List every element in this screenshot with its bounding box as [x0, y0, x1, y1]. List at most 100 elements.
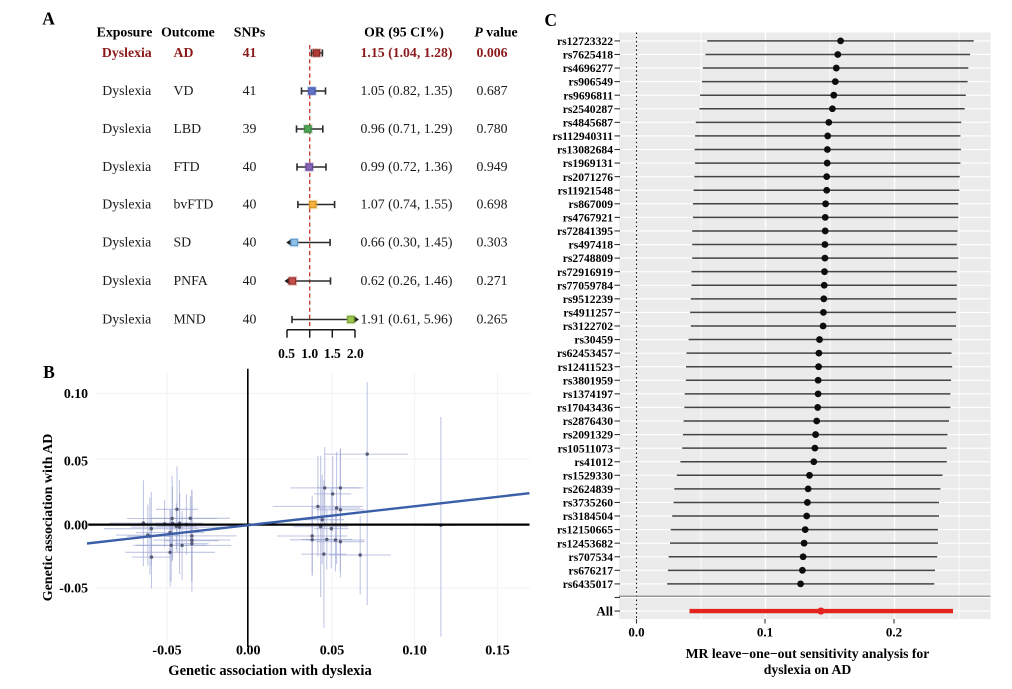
svg-text:PNFA: PNFA: [174, 273, 208, 288]
svg-text:rs62453457: rs62453457: [557, 347, 613, 360]
svg-text:Dyslexia: Dyslexia: [102, 311, 151, 326]
svg-text:rs3122702: rs3122702: [563, 320, 613, 333]
svg-text:1.15 (1.04, 1.28): 1.15 (1.04, 1.28): [361, 45, 453, 61]
svg-text:Outcome: Outcome: [161, 24, 215, 39]
svg-text:rs72916919: rs72916919: [557, 266, 613, 279]
svg-text:rs2748809: rs2748809: [563, 252, 613, 265]
svg-text:rs112940311: rs112940311: [552, 130, 613, 143]
svg-text:39: 39: [243, 121, 257, 136]
svg-text:0.1: 0.1: [757, 625, 773, 640]
svg-text:0.265: 0.265: [476, 311, 507, 326]
svg-text:0.00: 0.00: [64, 517, 88, 532]
svg-text:rs30459: rs30459: [574, 334, 613, 347]
svg-text:rs1969131: rs1969131: [563, 157, 613, 170]
svg-text:rs12453682: rs12453682: [557, 537, 613, 550]
svg-text:0.780: 0.780: [476, 121, 507, 136]
svg-text:Dyslexia: Dyslexia: [102, 159, 151, 174]
svg-text:1.0: 1.0: [301, 346, 318, 361]
svg-text:0.96 (0.71, 1.29): 0.96 (0.71, 1.29): [361, 121, 453, 137]
svg-text:40: 40: [243, 273, 257, 288]
svg-text:0.00: 0.00: [236, 643, 261, 658]
svg-text:MND: MND: [174, 311, 206, 326]
svg-text:rs13082684: rs13082684: [557, 144, 613, 157]
svg-text:All: All: [596, 603, 613, 618]
svg-text:rs41012: rs41012: [574, 456, 613, 469]
svg-text:-0.05: -0.05: [59, 581, 88, 596]
svg-text:1.07 (0.74, 1.55): 1.07 (0.74, 1.55): [361, 196, 453, 212]
svg-text:rs1529330: rs1529330: [563, 469, 613, 482]
svg-text:rs497418: rs497418: [569, 239, 614, 252]
svg-text:rs7625418: rs7625418: [563, 49, 613, 62]
svg-text:rs3184504: rs3184504: [563, 510, 613, 523]
svg-text:VD: VD: [174, 83, 194, 98]
svg-text:dyslexia on AD: dyslexia on AD: [764, 662, 852, 677]
svg-text:0.271: 0.271: [476, 273, 507, 288]
svg-text:41: 41: [243, 45, 257, 60]
svg-text:rs77059784: rs77059784: [557, 279, 613, 292]
svg-text:0.2: 0.2: [886, 625, 902, 640]
svg-text:0.949: 0.949: [476, 159, 507, 174]
svg-text:AD: AD: [174, 45, 194, 60]
svg-text:Dyslexia: Dyslexia: [102, 234, 151, 249]
svg-text:Genetic association with AD: Genetic association with AD: [41, 434, 56, 602]
svg-text:Genetic association with dysle: Genetic association with dyslexia: [168, 663, 372, 679]
svg-text:rs11921548: rs11921548: [558, 184, 614, 197]
svg-text:rs4696277: rs4696277: [563, 62, 613, 75]
svg-text:rs6435017: rs6435017: [563, 578, 613, 591]
svg-text:rs906549: rs906549: [569, 76, 614, 89]
svg-text:40: 40: [243, 196, 257, 211]
svg-text:rs4767921: rs4767921: [563, 211, 613, 224]
svg-text:rs4845687: rs4845687: [563, 116, 613, 129]
svg-text:rs72841395: rs72841395: [557, 225, 613, 238]
svg-text:0.05: 0.05: [64, 454, 88, 469]
svg-text:MR leave−one−out sensitivity a: MR leave−one−out sensitivity analysis fo…: [686, 646, 930, 661]
svg-text:Exposure: Exposure: [97, 24, 153, 39]
svg-text:-0.05: -0.05: [152, 643, 181, 658]
svg-text:40: 40: [243, 159, 257, 174]
svg-text:0.99 (0.72, 1.36): 0.99 (0.72, 1.36): [361, 159, 453, 175]
svg-text:0.006: 0.006: [476, 45, 507, 60]
svg-text:0.10: 0.10: [64, 386, 88, 401]
svg-text:Dyslexia: Dyslexia: [102, 45, 152, 60]
svg-text:Dyslexia: Dyslexia: [102, 83, 151, 98]
svg-text:2.0: 2.0: [347, 346, 364, 361]
svg-text:rs9696811: rs9696811: [563, 89, 613, 102]
svg-text:rs17043436: rs17043436: [557, 402, 613, 415]
svg-text:0.62 (0.26, 1.46): 0.62 (0.26, 1.46): [361, 273, 453, 289]
svg-text:0.15: 0.15: [485, 643, 510, 658]
svg-text:A: A: [42, 8, 55, 28]
svg-text:rs2876430: rs2876430: [563, 415, 613, 428]
svg-text:0.0: 0.0: [628, 625, 644, 640]
svg-text:FTD: FTD: [174, 159, 200, 174]
svg-text:1.91 (0.61, 5.96): 1.91 (0.61, 5.96): [361, 311, 453, 327]
svg-text:rs4911257: rs4911257: [563, 307, 613, 320]
svg-text:OR (95 CI%): OR (95 CI%): [364, 24, 444, 40]
svg-text:C: C: [544, 10, 557, 30]
svg-text:0.66 (0.30, 1.45): 0.66 (0.30, 1.45): [361, 234, 453, 250]
svg-text:40: 40: [243, 311, 257, 326]
svg-text:bvFTD: bvFTD: [174, 196, 214, 211]
svg-text:SD: SD: [174, 234, 192, 249]
svg-text:Dyslexia: Dyslexia: [102, 273, 151, 288]
svg-text:rs9512239: rs9512239: [563, 293, 613, 306]
svg-text:B: B: [43, 362, 55, 382]
svg-text:1.05 (0.82, 1.35): 1.05 (0.82, 1.35): [361, 83, 453, 99]
svg-text:rs2091329: rs2091329: [563, 429, 613, 442]
svg-text:rs676217: rs676217: [569, 564, 614, 577]
svg-text:rs707534: rs707534: [569, 551, 614, 564]
svg-text:Dyslexia: Dyslexia: [102, 196, 151, 211]
svg-text:Dyslexia: Dyslexia: [102, 121, 151, 136]
svg-text:rs12150665: rs12150665: [557, 524, 613, 537]
svg-text:P value: P value: [474, 24, 517, 39]
svg-text:40: 40: [243, 234, 257, 249]
svg-text:41: 41: [243, 83, 257, 98]
svg-text:rs10511073: rs10511073: [558, 442, 614, 455]
svg-text:0.05: 0.05: [320, 643, 345, 658]
svg-text:rs12411523: rs12411523: [558, 361, 614, 374]
svg-text:0.303: 0.303: [476, 234, 507, 249]
svg-text:rs2071276: rs2071276: [563, 171, 613, 184]
svg-text:rs3801959: rs3801959: [563, 374, 613, 387]
svg-text:0.687: 0.687: [476, 83, 507, 98]
svg-text:rs2540287: rs2540287: [563, 103, 613, 116]
svg-text:rs12723322: rs12723322: [557, 35, 613, 48]
